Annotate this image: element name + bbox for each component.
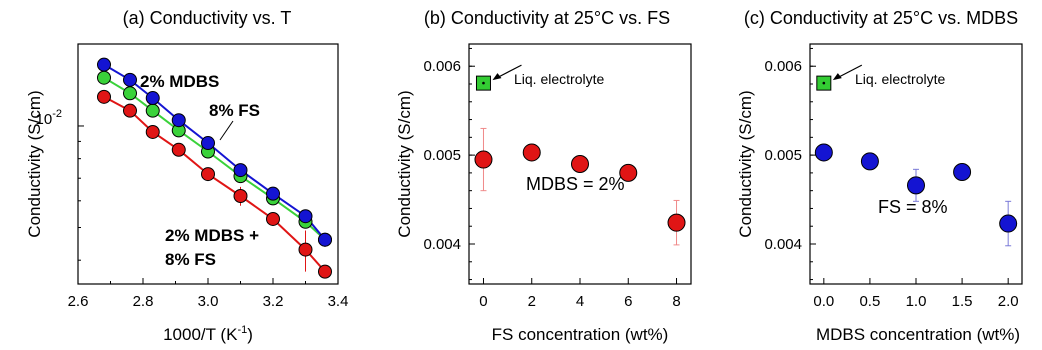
data-point [474, 150, 493, 169]
c-xtick-label: 0.5 [859, 293, 880, 310]
legend-label-mdbs: 2% MDBS [140, 72, 219, 91]
c-xtick-label: 1.5 [952, 293, 973, 310]
data-point [233, 188, 248, 203]
data-point [123, 86, 137, 101]
data-point [97, 57, 111, 72]
b-ytick-label: 0.006 [423, 58, 461, 75]
panel-b-reference-label: Liq. electrolyte [514, 71, 604, 87]
c-xtick-label: 1.0 [906, 293, 927, 310]
panel-a-xtick-label: 2.6 [68, 293, 89, 310]
data-point [999, 214, 1018, 233]
panel-b-ticks: 0 2 4 6 8 0.004 0.005 0.006 [423, 47, 681, 310]
b-xtick-label: 6 [624, 293, 632, 310]
data-point [667, 213, 686, 232]
series-line-2 [103, 95, 326, 273]
data-point [619, 163, 638, 182]
panel-a-ytick-label: 10-2 [36, 108, 62, 128]
c-ytick-label: 0.004 [764, 236, 802, 253]
data-point [145, 124, 160, 139]
data-point [522, 143, 541, 162]
panel-b-ylabel: Conductivity (S/cm) [395, 90, 414, 237]
data-point [171, 142, 186, 157]
liq-electrolyte-marker-dot [822, 81, 826, 85]
panel-c: (c) Conductivity at 25°C vs. MDBS Conduc… [736, 8, 1023, 344]
panel-a-xlabel: 1000/T (K-1) [163, 324, 253, 344]
c-xtick-label: 2.0 [998, 293, 1019, 310]
panel-b: (b) Conductivity at 25°C vs. FS Conducti… [395, 8, 692, 344]
liq-electrolyte-arrowhead [492, 73, 502, 81]
b-xtick-label: 4 [576, 293, 584, 310]
data-point [298, 242, 313, 257]
data-point [233, 163, 248, 178]
data-point [860, 152, 879, 171]
panel-c-xlabel: MDBS concentration (wt%) [816, 325, 1020, 344]
data-point [171, 113, 186, 128]
c-ytick-label: 0.005 [764, 147, 802, 164]
panel-c-reference [816, 64, 863, 91]
panel-c-points [814, 143, 1018, 233]
data-point [201, 136, 215, 151]
data-point [266, 211, 280, 226]
panel-c-title: (c) Conductivity at 25°C vs. MDBS [744, 8, 1018, 28]
b-ytick-label: 0.004 [423, 236, 461, 253]
data-point [953, 163, 972, 181]
c-xtick-label: 0.0 [813, 293, 834, 310]
b-xtick-label: 8 [672, 293, 680, 310]
data-point [907, 176, 925, 195]
panel-a-xtick-label: 3.4 [328, 293, 349, 310]
data-point [318, 232, 332, 247]
panel-a-title: (a) Conductivity vs. T [123, 8, 292, 28]
panel-c-series-label: FS = 8% [878, 197, 948, 217]
legend-fs-pointer [219, 120, 234, 141]
panel-b-xlabel: FS concentration (wt%) [492, 325, 669, 344]
data-point [266, 186, 280, 201]
panel-c-ylabel: Conductivity (S/cm) [736, 90, 755, 237]
data-point [298, 209, 313, 224]
panel-a-ticks: 2.6 2.8 3.0 3.2 3.4 [68, 125, 349, 310]
data-point [318, 264, 332, 279]
panel-b-reference [475, 64, 522, 91]
data-point [571, 155, 589, 173]
panel-a-xtick-label: 3.2 [263, 293, 284, 310]
liq-electrolyte-arrowhead [832, 73, 842, 81]
data-point [97, 89, 111, 104]
data-point [814, 143, 833, 162]
data-point [97, 70, 111, 85]
panel-a-xtick-label: 2.8 [133, 293, 154, 310]
data-point [123, 103, 137, 118]
data-point [145, 91, 160, 106]
panel-c-ticks: 0.0 0.5 1.0 1.5 2.0 0.004 0.005 0.006 [764, 47, 1019, 310]
data-point [201, 167, 215, 182]
panel-a-xtick-label: 3.0 [198, 293, 219, 310]
panel-c-reference-label: Liq. electrolyte [855, 71, 945, 87]
data-point [145, 103, 160, 118]
panel-b-title: (b) Conductivity at 25°C vs. FS [424, 8, 670, 28]
panel-b-series-label: MDBS = 2% [526, 174, 625, 194]
legend-label-fs: 8% FS [209, 101, 260, 120]
b-ytick-label: 0.005 [423, 147, 461, 164]
legend-label-mix-line2: 8% FS [165, 250, 216, 269]
panel-b-points [474, 143, 686, 232]
panel-a-points [97, 57, 332, 279]
b-xtick-label: 2 [528, 293, 536, 310]
b-xtick-label: 0 [479, 293, 487, 310]
legend-label-mix-line1: 2% MDBS + [165, 226, 259, 245]
liq-electrolyte-marker-dot [482, 81, 485, 85]
panel-a: (a) Conductivity vs. T Conductivity (S/c… [25, 8, 348, 344]
panel-a-ylabel: Conductivity (S/cm) [25, 90, 44, 237]
c-ytick-label: 0.006 [764, 58, 802, 75]
data-point [123, 72, 137, 87]
